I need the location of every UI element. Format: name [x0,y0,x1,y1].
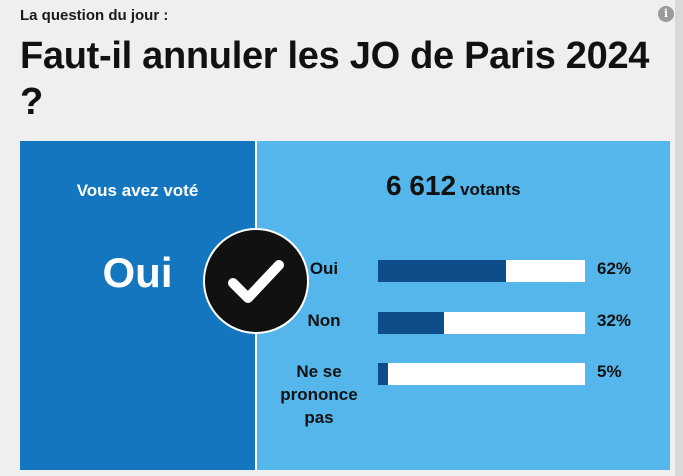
your-vote-label: Vous avez voté [76,181,199,200]
result-bar-track [378,260,585,282]
poll-results-panel: Vous avez voté Oui 6 612 votants Oui 62% … [20,141,670,470]
info-icon[interactable]: i [658,6,674,22]
question-title: Faut-il annuler les JO de Paris 2024 ? [20,35,650,123]
question-kicker: La question du jour : [20,7,169,24]
voter-count-unit: votants [460,180,521,199]
result-bar-fill [378,363,389,385]
result-percent: 32% [597,311,632,330]
voter-count: 6 612 votants [386,170,521,202]
result-percent: 5% [597,362,622,381]
voter-count-number: 6 612 [386,170,457,201]
result-label: Non [307,311,341,330]
result-bar-track [378,312,585,334]
result-percent: 62% [597,259,632,278]
result-bar-fill [378,260,507,282]
result-bar-track [378,363,585,385]
result-bar-fill [378,312,445,334]
your-vote-answer: Oui [102,249,173,296]
page-right-border [675,0,683,476]
result-label: Oui [309,259,339,278]
checkmark-icon [203,228,309,334]
result-label: Ne se prononce pas [280,362,358,427]
